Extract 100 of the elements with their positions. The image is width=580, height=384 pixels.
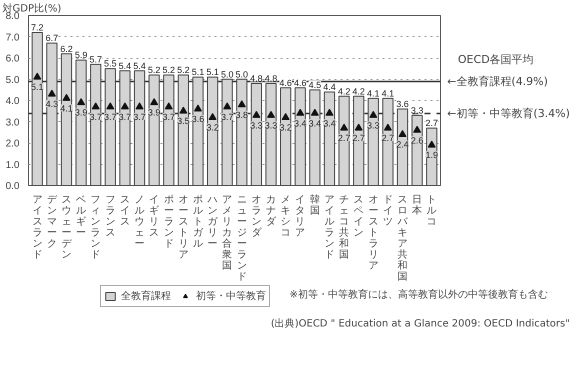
legend-label: 全教育課程 [121, 290, 171, 303]
data-label: 5.2 [162, 65, 176, 75]
data-label: 4.5 [308, 80, 322, 90]
x-tick-label: 日本 [412, 194, 422, 216]
data-label: 4.2 [338, 86, 350, 96]
x-tick-label: ハンガリー [206, 194, 219, 250]
bar [163, 74, 174, 186]
data-label: 2.7 [352, 133, 365, 144]
x-tick-label: トルコ [426, 194, 437, 228]
y-tick-label: 7.0 [6, 32, 20, 44]
point [325, 108, 334, 116]
data-label: 5.1 [206, 67, 219, 78]
x-tick-label: ニュージーランド [236, 194, 247, 282]
point [62, 94, 70, 101]
point [77, 98, 86, 106]
point [48, 90, 56, 97]
point [179, 106, 188, 114]
data-label: 4.1 [367, 88, 380, 98]
data-label: 3.7 [89, 112, 102, 122]
data-label: 4.1 [60, 103, 73, 114]
bar [178, 74, 189, 186]
point [282, 112, 290, 120]
x-tick-label: デンマーク [46, 194, 58, 250]
data-label: 3.3 [264, 120, 278, 130]
data-label: 5.2 [148, 65, 160, 75]
point [354, 124, 363, 131]
y-tick-label: 2.0 [6, 138, 20, 150]
y-tick-label: 1.0 [6, 160, 20, 171]
x-tick-label: スウェーデン [61, 194, 72, 260]
point [164, 102, 173, 110]
point [106, 102, 114, 110]
y-tick-label: 6.0 [6, 54, 20, 64]
data-label: 2.7 [382, 133, 394, 144]
data-label: 5.0 [220, 69, 234, 80]
point [428, 140, 436, 148]
x-tick-label: イギリス [149, 194, 160, 238]
data-label: 4.6 [279, 78, 292, 88]
legend-label: 初等・中等教育 [196, 290, 266, 303]
data-label: 3.9 [74, 108, 88, 118]
data-label: 3.7 [220, 112, 234, 122]
ref-line-label: ←全教育課程(4.9%) [447, 74, 548, 88]
point [120, 102, 129, 110]
data-label: 4.6 [294, 78, 307, 88]
data-label: 5.0 [236, 69, 248, 80]
data-label: 2.4 [396, 140, 409, 150]
data-label: 2.7 [425, 118, 438, 128]
data-label: 5.9 [74, 50, 88, 60]
x-tick-label: アイルランド [324, 194, 334, 260]
data-label: 3.7 [162, 112, 176, 122]
x-tick-label: スペイン [354, 194, 364, 238]
bar [382, 98, 394, 186]
x-tick-label: カナダ [266, 194, 278, 228]
data-label: 3.4 [294, 118, 307, 128]
x-tick-label: スイス [120, 194, 130, 228]
data-label: 3.4 [323, 118, 336, 128]
data-label: 1.9 [425, 150, 438, 160]
bar [280, 87, 292, 186]
data-label: 5.4 [118, 60, 132, 71]
data-label: 5.7 [89, 54, 102, 64]
x-tick-label: フランス [105, 194, 116, 238]
y-tick-label: 3.0 [6, 117, 20, 128]
point [384, 124, 392, 131]
data-label: 5.1 [31, 82, 44, 92]
data-label: 3.2 [206, 122, 219, 132]
data-label: 3.6 [396, 99, 409, 109]
x-tick-label: ベルギー [76, 194, 86, 238]
point [252, 110, 260, 118]
y-tick-label: 4.0 [6, 96, 20, 107]
data-label: 4.2 [352, 86, 365, 96]
x-tick-label: ノルウェー [134, 194, 145, 250]
x-tick-label: ポルトガル [192, 194, 204, 250]
data-label: 5.1 [192, 67, 204, 78]
data-label: 3.6 [192, 114, 204, 124]
data-label: 3.9 [148, 108, 160, 118]
data-label: 3.7 [118, 112, 132, 122]
y-tick-label: 0.0 [6, 181, 20, 192]
data-label: 2.6 [410, 135, 424, 146]
bar [250, 83, 262, 186]
bar [353, 96, 364, 186]
data-label: 6.2 [60, 44, 73, 54]
data-label: 5.5 [104, 58, 117, 69]
point [92, 102, 100, 110]
bar [90, 64, 102, 186]
data-label: 4.3 [46, 99, 58, 110]
x-tick-label: ドイツ [382, 194, 393, 228]
data-label: 2.7 [338, 133, 350, 144]
point [223, 102, 232, 110]
x-tick-label: スロバキア共和国 [396, 194, 409, 282]
x-tick-label: メキシコ [280, 194, 291, 238]
data-label: 3.4 [308, 118, 322, 128]
text: OECD各国平均 [458, 53, 534, 66]
bar [236, 78, 248, 186]
data-label: 7.2 [31, 22, 44, 32]
bar [294, 87, 306, 186]
x-tick-label: アメリカ合衆国 [222, 194, 232, 272]
point [194, 104, 202, 112]
x-tick-label: アイスランド [32, 194, 42, 260]
data-label: 4.1 [382, 88, 394, 98]
point [208, 112, 217, 120]
bar [60, 53, 72, 186]
